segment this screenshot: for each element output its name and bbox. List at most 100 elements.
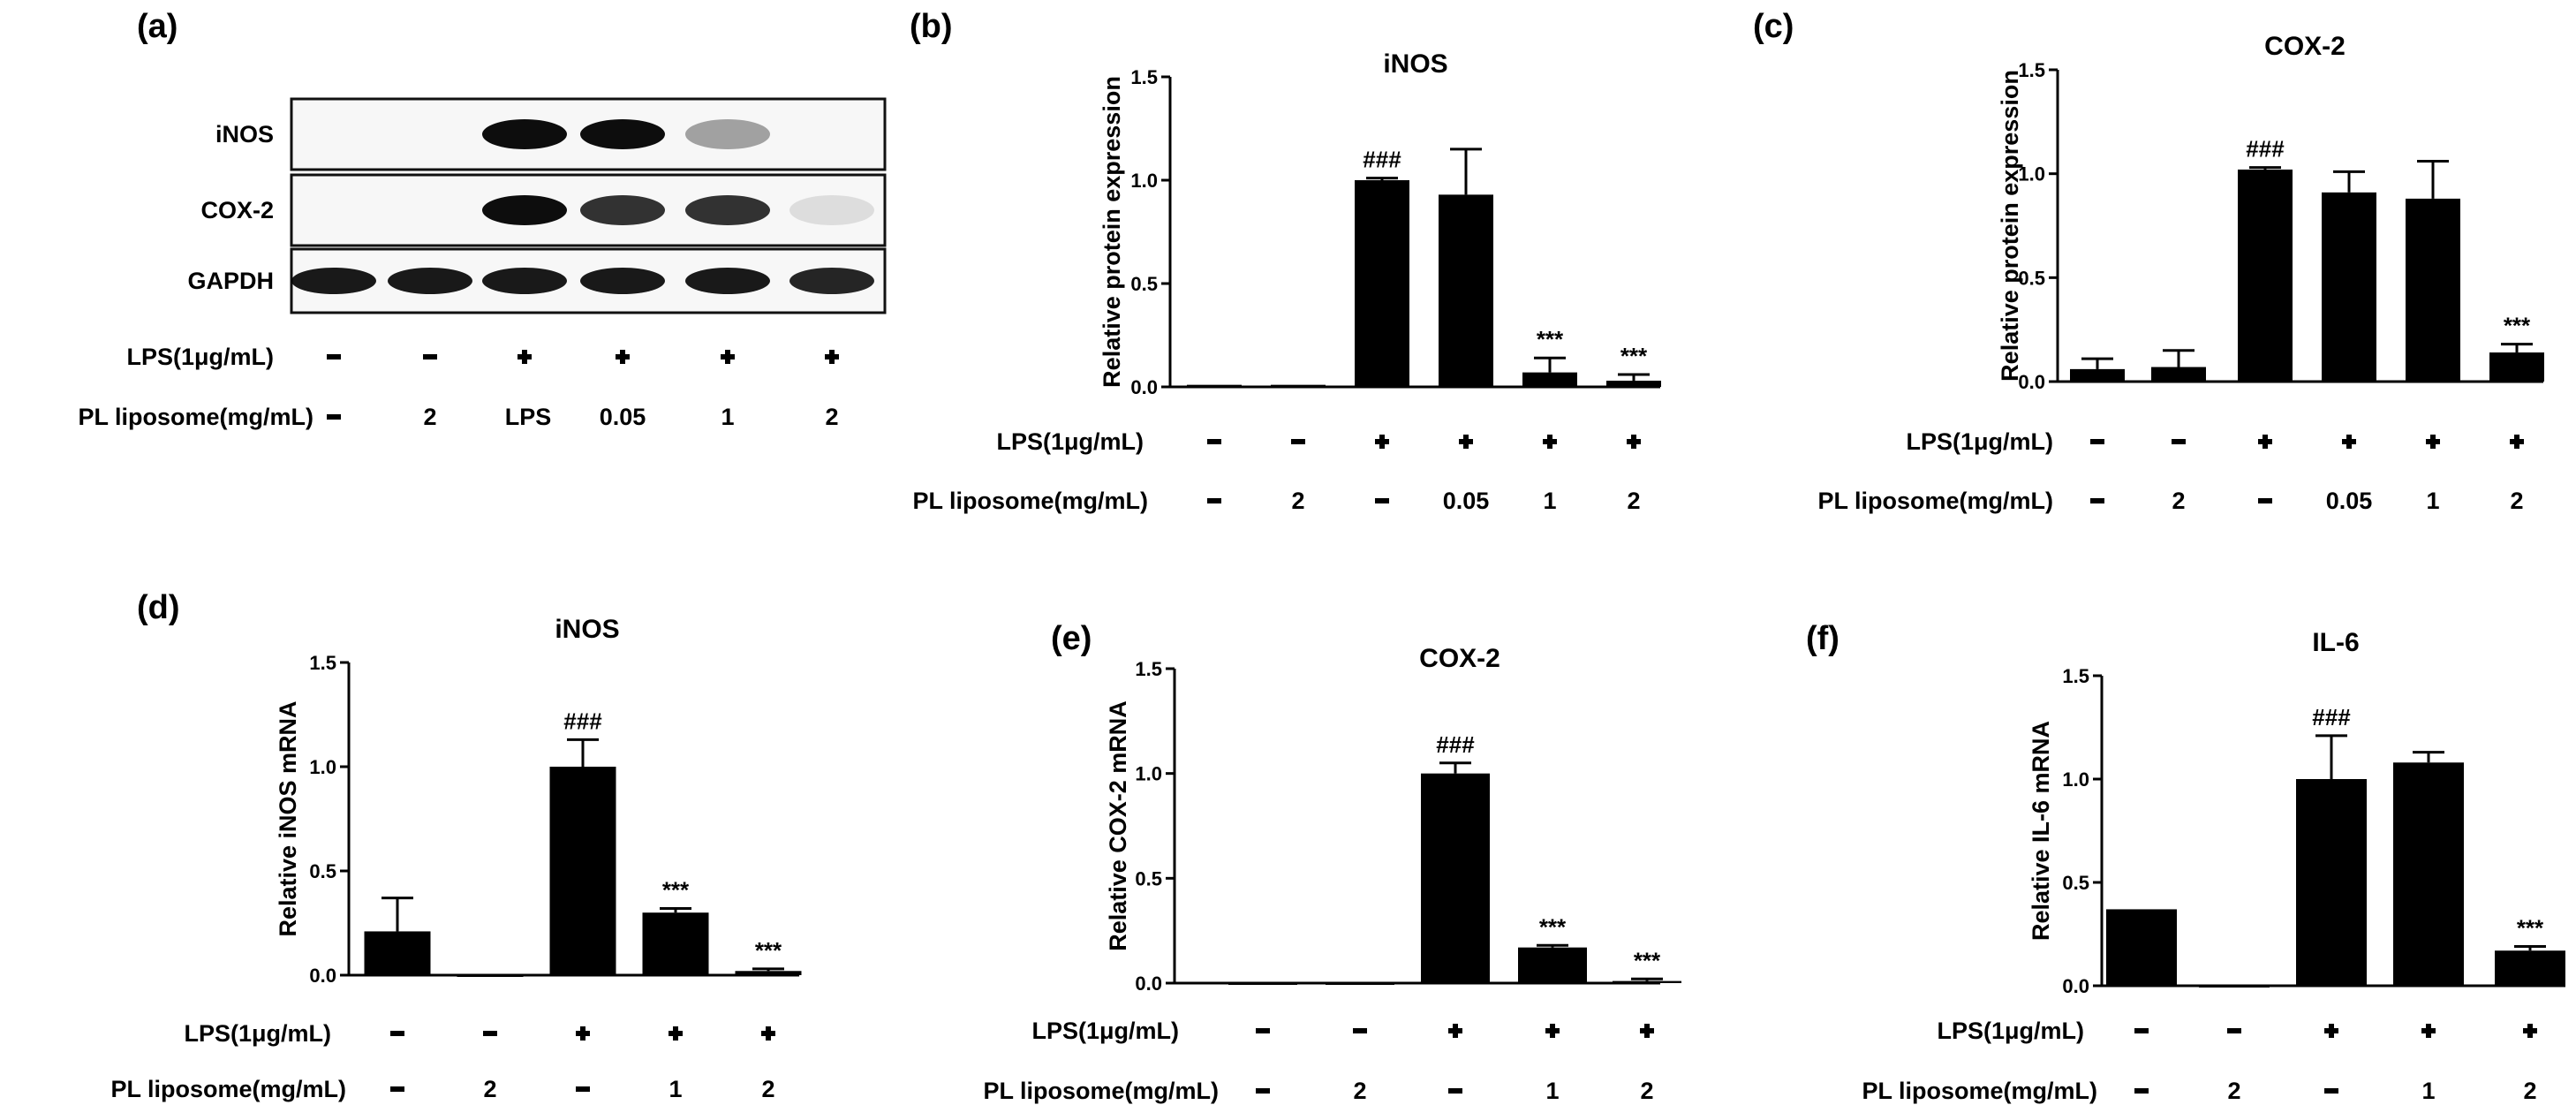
- blot-band: [580, 195, 665, 225]
- blot-band: [580, 119, 665, 149]
- bar: [364, 931, 431, 975]
- lps-sign: [390, 1031, 404, 1036]
- pl-value: 2: [761, 1076, 774, 1102]
- pl-value-bar: [327, 414, 341, 420]
- significance-label: ###: [563, 708, 602, 734]
- pl-row-label: PL liposome(mg/mL): [1862, 1078, 2097, 1104]
- lps-sign: [1627, 435, 1641, 449]
- panel-label-a: (a): [137, 8, 178, 45]
- significance-label: ***: [2504, 313, 2531, 339]
- lps-sign: [1256, 1028, 1270, 1033]
- bar: [2106, 909, 2177, 986]
- lps-sign-stem: [620, 350, 625, 364]
- panel-label-b: (b): [910, 8, 953, 45]
- lps-sign-stem: [1547, 435, 1552, 449]
- bar: [2322, 192, 2376, 382]
- pl-value: 2: [2172, 488, 2185, 514]
- lps-sign: [1207, 439, 1221, 444]
- lps-row-label: LPS(1μg/mL): [1906, 428, 2053, 455]
- lps-sign: [616, 350, 630, 364]
- bar: [457, 975, 524, 977]
- lps-sign-bar: [2227, 1028, 2241, 1033]
- pl-value-bar: [2090, 498, 2104, 503]
- lps-sign: [483, 1031, 497, 1036]
- pl-value-bar: [1256, 1088, 1270, 1094]
- y-tick-label: 1.5: [309, 652, 336, 674]
- significance-label: ***: [662, 876, 690, 903]
- lps-sign-bar: [1256, 1028, 1270, 1033]
- lps-row-label: LPS(1μg/mL): [1031, 1018, 1179, 1044]
- y-tick-label: 0.0: [2062, 975, 2089, 997]
- lps-sign: [1543, 435, 1557, 449]
- lps-sign: [721, 350, 735, 364]
- pl-value: [390, 1086, 404, 1092]
- bar: [2393, 762, 2464, 986]
- blot-row-label: GAPDH: [187, 268, 274, 294]
- blot-band: [789, 195, 874, 225]
- significance-label: ***: [1620, 343, 1648, 369]
- significance-label: ***: [1634, 947, 1661, 973]
- pl-value: 2: [1627, 488, 1640, 514]
- pl-value: LPS: [505, 404, 552, 430]
- bar: [735, 971, 802, 975]
- pl-value: [1256, 1088, 1270, 1094]
- pl-value-bar: [390, 1086, 404, 1092]
- lps-row-label: LPS(1μg/mL): [184, 1020, 331, 1047]
- panel-label-c: (c): [1753, 8, 1794, 45]
- pl-value: [576, 1086, 590, 1092]
- lps-sign-bar: [2172, 439, 2186, 444]
- pl-value: 2: [1353, 1078, 1366, 1104]
- lps-sign: [761, 1026, 775, 1041]
- significance-label: ###: [2312, 704, 2351, 730]
- pl-value-bar: [576, 1086, 590, 1092]
- lps-sign-stem: [2346, 435, 2352, 449]
- lps-sign-stem: [2329, 1024, 2334, 1038]
- lps-sign-stem: [829, 350, 835, 364]
- bar: [2070, 368, 2125, 382]
- y-tick-label: 1.5: [2018, 59, 2045, 81]
- lps-sign: [1459, 435, 1473, 449]
- lps-sign-stem: [2426, 1024, 2431, 1038]
- y-axis-label: Relative protein expression: [1997, 70, 2023, 382]
- pl-value: 2: [2523, 1078, 2536, 1104]
- y-tick-label: 0.0: [2018, 371, 2045, 393]
- significance-label: ***: [755, 937, 782, 964]
- y-tick-label: 1.5: [2062, 665, 2089, 687]
- chart-d-inos-mrna: iNOS Relative iNOS mRNA 0.0 0.5 1.0 1.5 ### ***…: [110, 615, 802, 1102]
- lps-sign-stem: [2430, 435, 2436, 449]
- lps-sign: [517, 350, 532, 364]
- bar: [549, 767, 616, 975]
- pl-row-label: PL liposome(mg/mL): [983, 1078, 1219, 1104]
- pl-value: 2: [423, 404, 436, 430]
- lps-sign-bar: [1207, 439, 1221, 444]
- pl-value-bar: [2134, 1088, 2149, 1094]
- panel-label-d: (d): [137, 589, 180, 626]
- lps-sign: [825, 350, 839, 364]
- y-tick-label: 0.5: [2018, 267, 2045, 289]
- pl-value: 2: [1291, 488, 1304, 514]
- lps-row-label: LPS(1μg/mL): [126, 344, 274, 370]
- pl-value: [2134, 1088, 2149, 1094]
- blot-band: [482, 268, 567, 294]
- blot-band: [580, 268, 665, 294]
- lps-sign-stem: [1453, 1024, 1458, 1038]
- bar: [642, 912, 709, 975]
- significance-label: ###: [2246, 136, 2285, 163]
- chart-title: IL-6: [2312, 628, 2359, 657]
- y-tick-label: 0.5: [1135, 867, 1162, 889]
- lps-sign: [2227, 1028, 2241, 1033]
- western-blot: iNOS COX-2 GAPDH LPS(1μg/mL) PL liposome(mg/…: [78, 97, 887, 430]
- pl-value: 2: [1640, 1078, 1653, 1104]
- lps-sign: [2258, 435, 2272, 449]
- lps-sign: [2090, 439, 2104, 444]
- significance-label: ###: [1363, 147, 1401, 173]
- lps-sign-stem: [2527, 1024, 2533, 1038]
- lps-sign-stem: [1463, 435, 1469, 449]
- bar: [1439, 194, 1493, 387]
- lps-sign-stem: [580, 1026, 585, 1041]
- bar: [1613, 980, 1681, 983]
- pl-row-label: PL liposome(mg/mL): [78, 404, 314, 430]
- y-tick-label: 1.0: [1130, 170, 1158, 192]
- lps-sign-bar: [2090, 439, 2104, 444]
